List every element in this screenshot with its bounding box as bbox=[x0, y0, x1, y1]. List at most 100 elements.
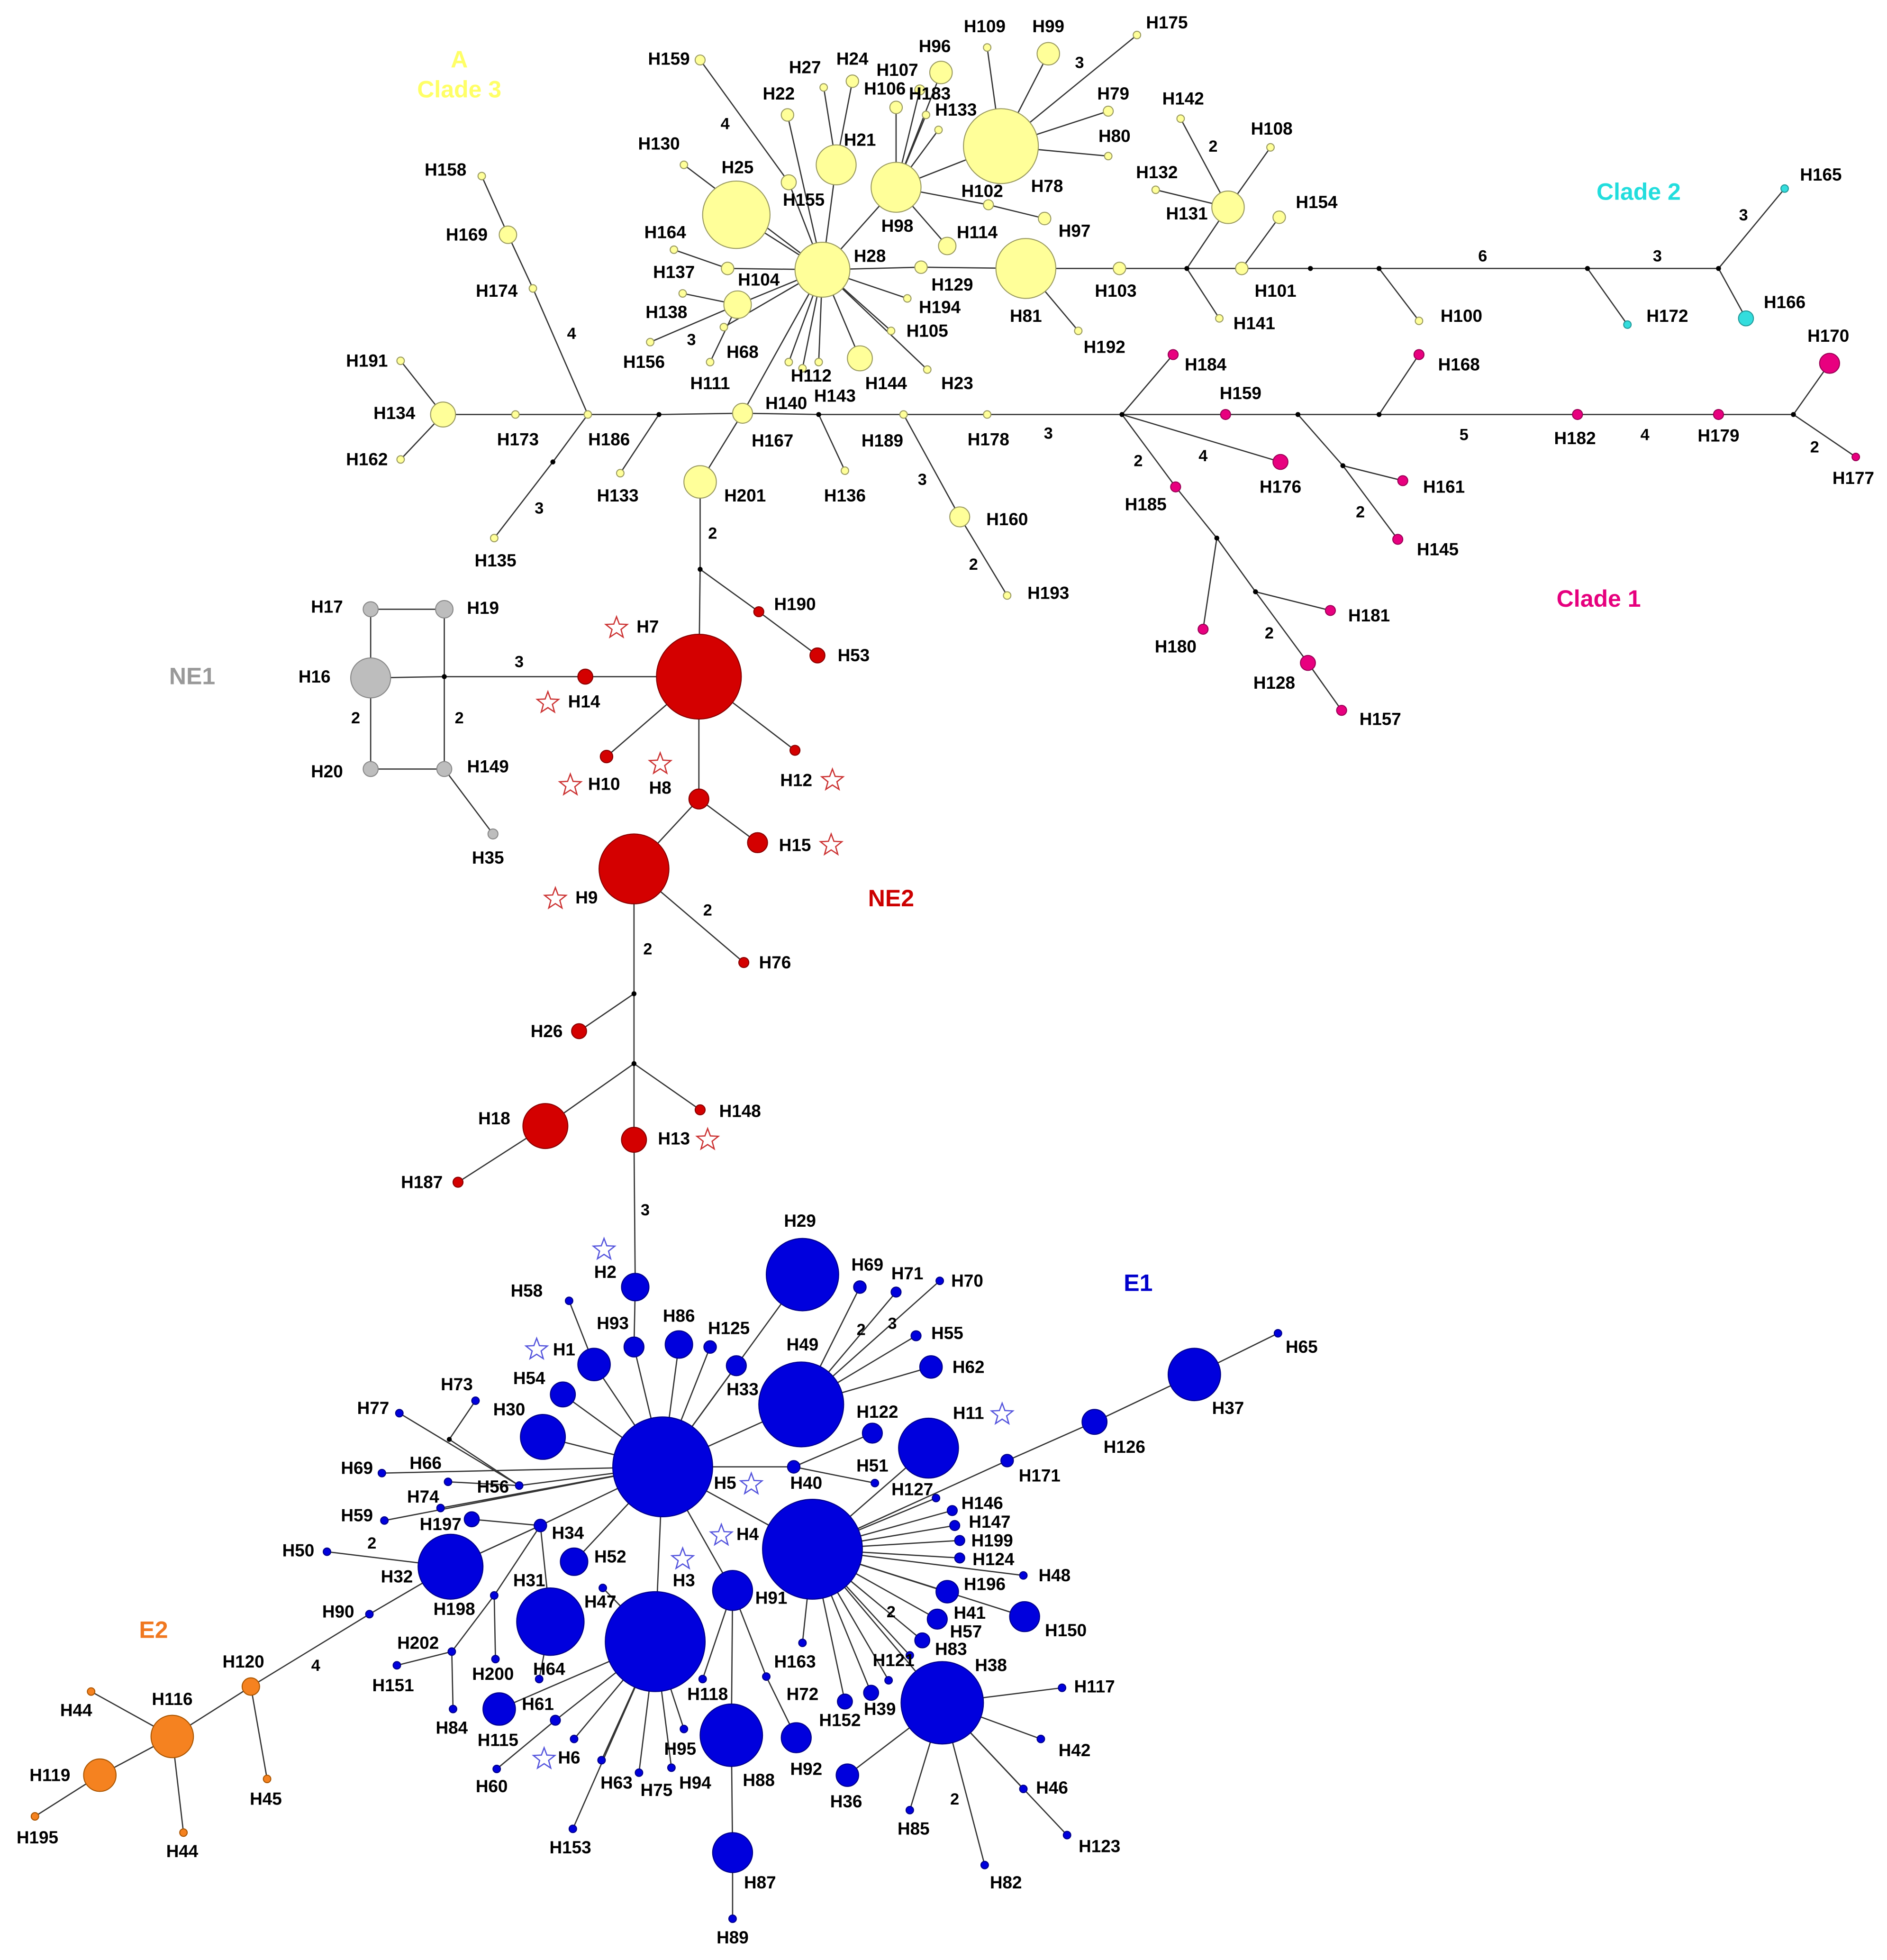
haplotype-label: H5 bbox=[714, 1473, 736, 1493]
haplotype-label: H132 bbox=[1136, 163, 1178, 182]
haplotype-node bbox=[471, 1396, 480, 1405]
haplotype-label: H81 bbox=[1010, 306, 1042, 326]
haplotype-node bbox=[1266, 143, 1275, 152]
haplotype-node bbox=[623, 1336, 644, 1358]
haplotype-node bbox=[871, 1478, 880, 1487]
haplotype-node bbox=[597, 1756, 606, 1765]
haplotype-label: H173 bbox=[497, 430, 539, 449]
haplotype-node bbox=[794, 241, 851, 298]
haplotype-label: H127 bbox=[891, 1479, 933, 1499]
haplotype-node bbox=[380, 1516, 389, 1525]
haplotype-node bbox=[905, 1651, 914, 1660]
edge bbox=[496, 1720, 556, 1769]
haplotype-label: H124 bbox=[972, 1550, 1015, 1569]
mutation-count: 3 bbox=[888, 1314, 897, 1332]
marks bbox=[30, 30, 1860, 1923]
haplotype-node bbox=[890, 1286, 902, 1298]
haplotype-label: H9 bbox=[575, 888, 598, 907]
haplotype-node bbox=[789, 745, 801, 756]
haplotype-label: H66 bbox=[409, 1453, 442, 1473]
haplotype-node bbox=[87, 1687, 96, 1696]
haplotype-node bbox=[482, 1692, 516, 1726]
haplotype-label: H17 bbox=[311, 597, 343, 616]
haplotype-label: H154 bbox=[1296, 192, 1338, 212]
haplotype-node bbox=[949, 506, 971, 528]
haplotype-label: H100 bbox=[1441, 306, 1482, 326]
haplotype-label: H186 bbox=[588, 430, 630, 449]
haplotype-label: H62 bbox=[953, 1357, 985, 1377]
haplotype-label: H33 bbox=[726, 1380, 759, 1399]
mutation-count: 2 bbox=[643, 940, 652, 958]
haplotype-node bbox=[1780, 184, 1789, 193]
star-icon bbox=[543, 885, 568, 910]
edge bbox=[1297, 414, 1343, 466]
median-vector bbox=[1376, 412, 1382, 417]
haplotype-node bbox=[534, 1519, 547, 1532]
star-icon bbox=[535, 690, 561, 714]
edge bbox=[444, 768, 494, 835]
haplotype-label: H172 bbox=[1646, 306, 1688, 326]
mutation-count: 2 bbox=[857, 1321, 866, 1339]
edge bbox=[1793, 414, 1856, 458]
haplotype-label: H108 bbox=[1251, 119, 1293, 138]
haplotype-node bbox=[599, 833, 670, 904]
haplotype-node bbox=[1623, 320, 1632, 329]
haplotype-node bbox=[83, 1758, 117, 1792]
haplotype-node bbox=[1336, 705, 1347, 716]
haplotype-node bbox=[1392, 534, 1404, 545]
haplotype-node bbox=[550, 1381, 576, 1408]
haplotype-label: H92 bbox=[790, 1759, 822, 1778]
haplotype-label: H107 bbox=[876, 60, 918, 80]
haplotype-label: H19 bbox=[467, 598, 499, 618]
haplotype-node bbox=[835, 1763, 859, 1787]
haplotype-label: H21 bbox=[844, 130, 876, 149]
edge bbox=[1307, 662, 1343, 711]
haplotype-label: H29 bbox=[784, 1211, 816, 1231]
haplotype-label: H72 bbox=[787, 1684, 819, 1704]
haplotype-label: H11 bbox=[953, 1404, 984, 1423]
haplotype-node bbox=[963, 108, 1039, 184]
haplotype-label: H196 bbox=[964, 1575, 1006, 1594]
haplotype-label: H42 bbox=[1059, 1741, 1091, 1760]
haplotype-node bbox=[721, 262, 735, 275]
edge bbox=[1202, 538, 1218, 629]
clade-label: Clade 1 bbox=[1557, 585, 1641, 612]
haplotype-label: H40 bbox=[790, 1473, 822, 1493]
haplotype-label: H198 bbox=[434, 1599, 475, 1619]
haplotype-label: H35 bbox=[472, 848, 504, 867]
haplotype-node bbox=[520, 1413, 566, 1460]
edge bbox=[1216, 538, 1256, 593]
haplotype-node bbox=[688, 788, 709, 810]
haplotype-node bbox=[762, 1499, 863, 1600]
haplotype-label: H123 bbox=[1079, 1837, 1120, 1856]
haplotype-node bbox=[487, 828, 499, 839]
haplotype-label: H57 bbox=[950, 1622, 982, 1641]
haplotype-node bbox=[905, 1805, 914, 1814]
haplotype-node bbox=[1019, 1571, 1028, 1580]
haplotype-node bbox=[900, 1661, 984, 1745]
haplotype-node bbox=[938, 237, 957, 255]
haplotype-node bbox=[417, 1533, 484, 1600]
haplotype-label: H159 bbox=[1220, 383, 1261, 403]
haplotype-node bbox=[753, 606, 764, 618]
haplotype-label: H99 bbox=[1032, 17, 1064, 36]
haplotype-label: H177 bbox=[1833, 468, 1874, 488]
haplotype-label: H55 bbox=[931, 1323, 963, 1343]
haplotype-label: H150 bbox=[1045, 1621, 1087, 1640]
haplotype-node bbox=[814, 357, 823, 366]
edge bbox=[250, 1614, 370, 1687]
haplotype-label: H59 bbox=[341, 1506, 373, 1525]
edge bbox=[634, 1063, 701, 1111]
star-icon bbox=[604, 615, 629, 639]
haplotype-node bbox=[780, 1722, 812, 1753]
edge bbox=[742, 412, 819, 415]
mutation-count: 3 bbox=[1075, 54, 1084, 72]
mutation-count: 5 bbox=[1460, 426, 1469, 444]
haplotype-node bbox=[694, 1104, 706, 1115]
edge bbox=[448, 1481, 519, 1486]
haplotype-node bbox=[723, 290, 752, 319]
median-vector bbox=[1119, 412, 1125, 417]
haplotype-label: H155 bbox=[783, 190, 825, 210]
haplotype-node bbox=[1170, 481, 1181, 492]
haplotype-node bbox=[491, 1655, 500, 1664]
